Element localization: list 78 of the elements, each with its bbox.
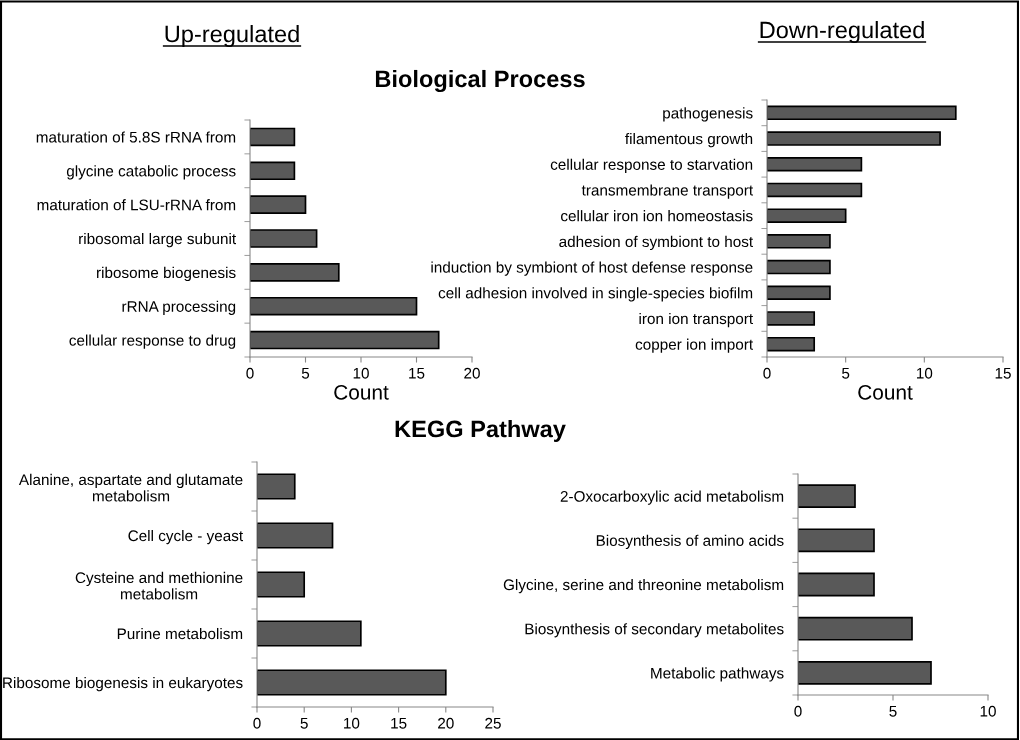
y-tick-label: Ribosome biogenesis in eukaryotes: [3, 676, 243, 692]
bar: [250, 127, 296, 147]
bar: [250, 195, 307, 214]
y-tick-label: Purine metabolism: [117, 627, 243, 640]
y-tick-label: maturation of LSU-rRNA from: [37, 199, 236, 211]
x-tick-label: 10: [917, 367, 933, 379]
x-tick-label: 10: [353, 367, 369, 379]
bar: [798, 484, 856, 508]
y-tick-label: cellular iron ion homeostasis: [561, 210, 753, 222]
y-tick-label: maturation of 5.8S rRNA from: [36, 131, 236, 143]
bar: [767, 182, 863, 198]
x-tick-label: 15: [995, 367, 1011, 379]
y-tick-label: 2-Oxocarboxylic acid metabolism: [560, 490, 784, 505]
x-tick-label: 5: [301, 367, 310, 379]
bar: [250, 330, 440, 350]
y-tick-label: cell adhesion involved in single-species biofilm: [438, 287, 753, 302]
x-tick-label: 0: [253, 717, 261, 729]
y-tick-label: cellular response to starvation: [550, 158, 753, 173]
x-tick-label: 20: [438, 717, 454, 729]
bar: [257, 571, 306, 598]
y-tick-label: Biosynthesis of secondary metabolites: [525, 623, 784, 638]
y-tick-label: filamentous growth: [625, 133, 753, 148]
x-tick-label: 20: [464, 367, 480, 379]
y-tick-label: transmembrane transport: [581, 184, 754, 199]
bar: [257, 473, 296, 500]
chart-subtitle: KEGG Pathway: [395, 419, 566, 443]
bar: [798, 528, 875, 553]
y-tick-label: copper ion import: [635, 338, 754, 353]
bar: [250, 229, 318, 248]
x-tick-label: 0: [763, 367, 771, 379]
y-tick-label: Biosynthesis of amino acids: [596, 534, 784, 550]
y-tick-label: ribosome biogenesis: [97, 266, 236, 282]
bar: [257, 522, 334, 549]
x-tick-label: 5: [889, 705, 897, 717]
x-tick-label: 0: [794, 705, 802, 717]
x-tick-label: 10: [344, 717, 360, 729]
bar: [257, 669, 447, 696]
bar: [767, 208, 847, 223]
y-tick-label: induction by symbiont of host defense response: [431, 261, 753, 276]
y-tick-label: pathogenesis: [663, 107, 753, 122]
y-tick-label: Glycine, serine and threonine metabolism: [503, 578, 784, 594]
bar: [767, 311, 816, 326]
bar: [250, 296, 418, 316]
bar: [798, 616, 913, 641]
bar: [250, 263, 340, 282]
bar: [257, 620, 362, 647]
bar: [767, 259, 831, 275]
x-tick-label: 25: [485, 717, 501, 729]
y-tick-label: cellular response to drug: [69, 334, 236, 349]
chart-title: Down-regulated: [760, 21, 924, 44]
bar: [767, 156, 863, 172]
bar: [798, 572, 875, 597]
x-axis-title: Count: [858, 384, 913, 400]
x-tick-label: 15: [409, 367, 425, 379]
y-tick-label: adhesion of symbiont to host: [559, 235, 754, 251]
bar: [767, 234, 831, 249]
x-tick-label: 15: [391, 717, 407, 729]
bar: [250, 161, 296, 181]
x-tick-label: 10: [980, 705, 996, 717]
bar: [767, 285, 831, 301]
y-tick-label: Alanine, aspartate and glutamate metabolism: [18, 473, 243, 502]
bar: [798, 661, 932, 685]
bar: [767, 105, 957, 121]
bar: [767, 131, 941, 146]
x-tick-label: 0: [246, 367, 254, 379]
x-tick-label: 5: [842, 367, 850, 379]
x-axis-title: Count: [334, 384, 389, 400]
y-tick-label: Cysteine and methionine metabolism: [75, 571, 243, 600]
y-tick-label: Metabolic pathways: [651, 667, 784, 682]
y-tick-label: iron ion transport: [639, 312, 754, 328]
y-tick-label: ribosomal large subunit: [79, 232, 237, 248]
x-tick-label: 5: [300, 717, 308, 729]
bar: [767, 336, 816, 352]
y-tick-label: glycine catabolic process: [66, 165, 236, 180]
chart-subtitle: Biological Process: [375, 69, 585, 93]
y-tick-label: rRNA processing: [122, 300, 236, 315]
chart-title: Up-regulated: [165, 25, 299, 48]
y-tick-label: Cell cycle - yeast: [128, 529, 243, 545]
